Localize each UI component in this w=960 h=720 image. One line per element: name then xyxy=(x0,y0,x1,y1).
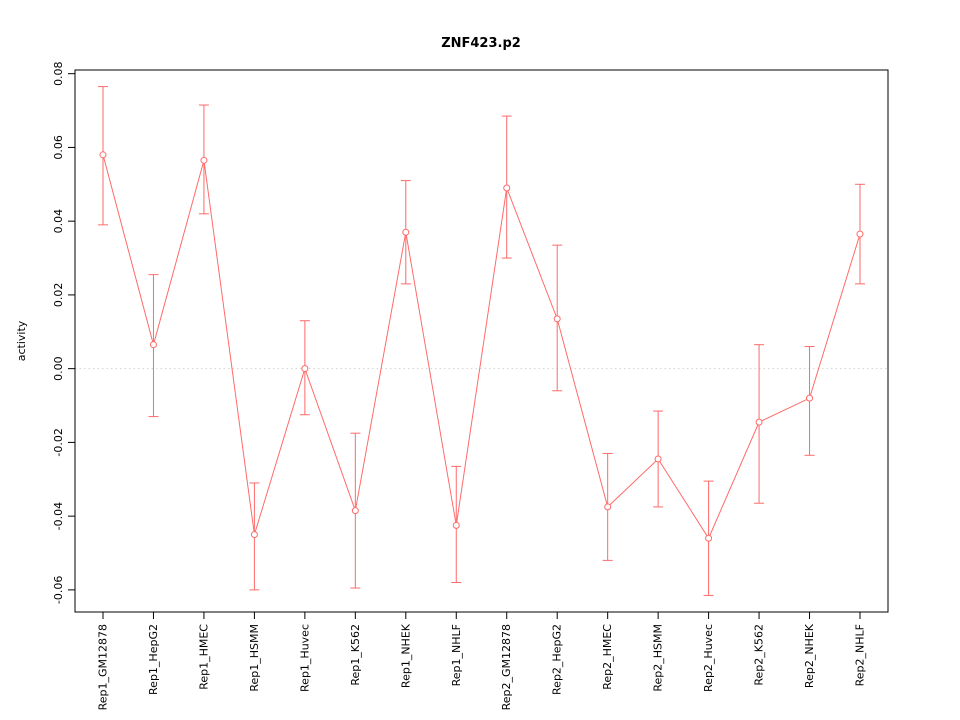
x-tick-label: Rep2_NHLF xyxy=(854,624,867,686)
data-point xyxy=(250,531,258,539)
x-tick-label: Rep2_HSMM xyxy=(652,624,665,692)
data-point xyxy=(149,341,157,349)
data-point xyxy=(654,455,662,463)
x-tick-label: Rep1_GM12878 xyxy=(97,624,110,710)
x-tick-label: Rep1_Huvec xyxy=(298,624,311,692)
data-point xyxy=(452,521,460,529)
y-tick-label: -0.04 xyxy=(52,502,65,530)
data-point xyxy=(351,507,359,515)
x-tick-label: Rep2_HMEC xyxy=(601,624,614,690)
data-point xyxy=(856,230,864,238)
x-tick-label: Rep2_Huvec xyxy=(702,624,715,692)
x-tick-label: Rep1_K562 xyxy=(349,624,362,686)
x-tick-label: Rep1_HSMM xyxy=(248,624,261,692)
y-axis-title: activity xyxy=(15,320,28,361)
data-point xyxy=(705,534,713,542)
y-tick-label: 0.06 xyxy=(52,135,65,160)
y-tick-label: 0.00 xyxy=(52,356,65,381)
y-tick-label: 0.04 xyxy=(52,209,65,234)
y-tick-label: 0.02 xyxy=(52,283,65,308)
x-tick-label: Rep1_NHLF xyxy=(450,624,463,686)
y-tick-label: -0.06 xyxy=(52,576,65,604)
data-point xyxy=(553,315,561,323)
data-point xyxy=(200,156,208,164)
plot-area: -0.06 -0.04 -0.02 0.00 0.02 0.04 0.06 0.08 Rep1_… xyxy=(52,61,889,710)
x-tick-label: Rep1_HepG2 xyxy=(147,624,160,695)
data-point xyxy=(301,365,309,373)
data-point xyxy=(604,503,612,511)
chart-title: ZNF423.p2 xyxy=(441,36,521,51)
x-tick-label: Rep1_NHEK xyxy=(399,623,412,688)
y-tick-label: 0.08 xyxy=(52,61,65,86)
data-point xyxy=(755,418,763,426)
x-tick-label: Rep2_GM12878 xyxy=(500,624,513,710)
data-point xyxy=(402,228,410,236)
x-tick-label: Rep2_K562 xyxy=(753,624,766,686)
x-tick-label: Rep1_HMEC xyxy=(197,624,210,690)
plot-border xyxy=(74,69,889,613)
x-tick-label: Rep2_NHEK xyxy=(803,623,816,688)
series-line xyxy=(102,154,861,540)
data-point xyxy=(99,151,107,159)
data-point xyxy=(503,184,511,192)
x-tick-label: Rep2_HepG2 xyxy=(551,624,564,695)
y-tick-label: -0.02 xyxy=(52,428,65,456)
data-point xyxy=(806,394,814,402)
